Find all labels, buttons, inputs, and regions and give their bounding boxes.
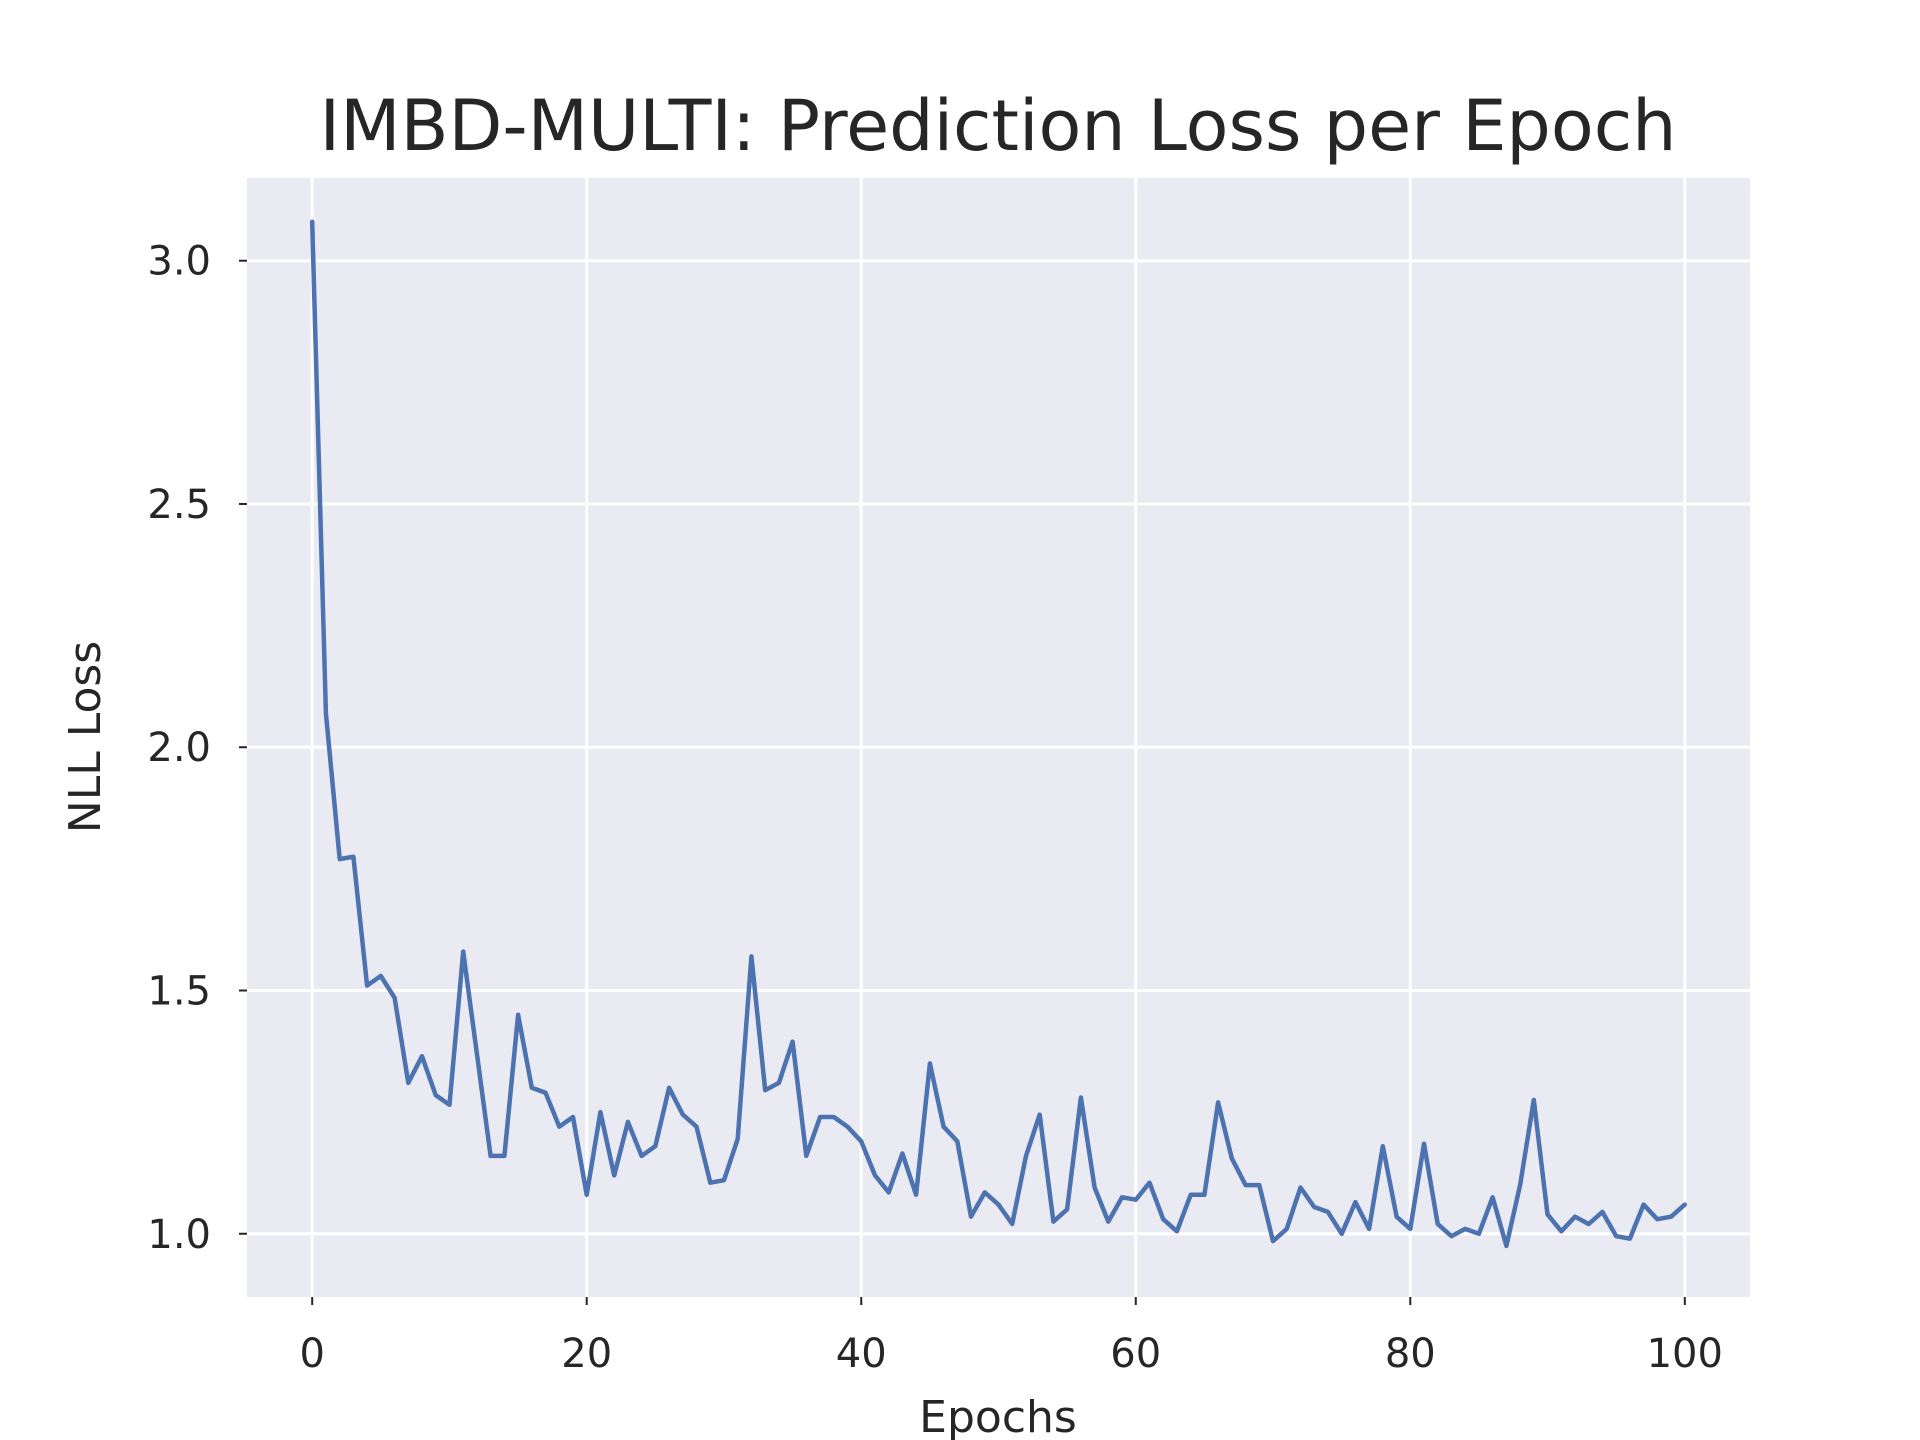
x-axis-label: Epochs [919,1392,1077,1440]
x-tick-label: 80 [1385,1331,1436,1377]
chart-title: IMBD-MULTI: Prediction Loss per Epoch [319,85,1676,167]
ticks: 0 20 40 60 80 100 1.0 1.5 2.0 2.5 3.0 [147,239,1723,1377]
series-layer [309,219,1688,1249]
y-tick-label: 1.5 [147,968,211,1014]
x-tick-label: 60 [1110,1331,1161,1377]
x-tick-label: 20 [561,1331,612,1377]
y-tick-label: 3.0 [147,239,211,285]
grid [247,178,1750,1297]
plot-area [247,178,1750,1297]
y-tick-label: 2.0 [147,725,211,771]
y-axis-label: NLL Loss [60,641,111,833]
x-tick-label: 100 [1647,1331,1723,1377]
loss-series-line [309,219,1688,1249]
x-tick-label: 0 [299,1331,324,1377]
x-tick-label: 40 [836,1331,887,1377]
y-tick-label: 1.0 [147,1212,211,1258]
y-tick-label: 2.5 [147,482,211,528]
